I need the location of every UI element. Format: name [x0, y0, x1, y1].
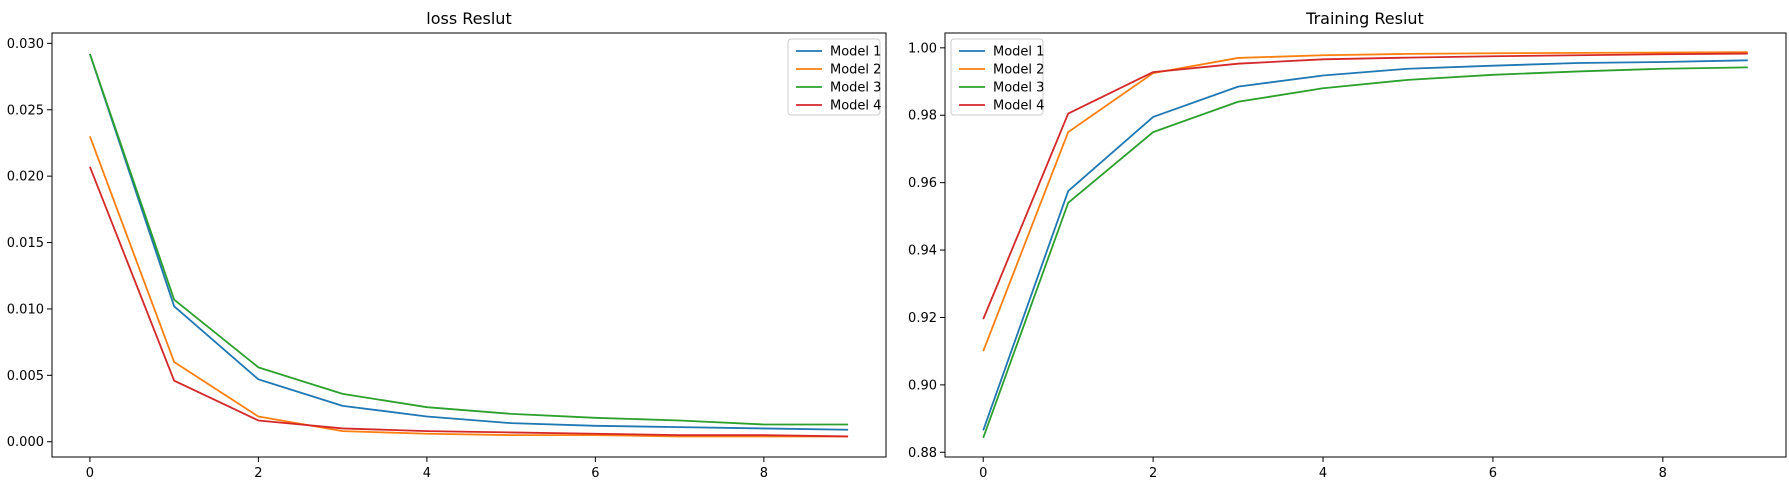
y-tick-label: 0.000 — [7, 435, 44, 450]
x-tick-label: 6 — [591, 466, 599, 481]
legend-label: Model 4 — [993, 99, 1044, 114]
legend-box — [787, 38, 881, 116]
y-tick-label: 0.98 — [908, 109, 937, 124]
x-axis: 0 2 4 6 8 — [86, 457, 768, 481]
x-axis: 0 2 4 6 8 — [979, 457, 1667, 481]
y-axis: 0.000 0.005 0.010 0.015 0.020 0.025 0.030 — [7, 37, 52, 450]
legend-label: Model 1 — [993, 45, 1044, 60]
legend-label: Model 2 — [993, 63, 1044, 78]
x-tick-label: 4 — [1319, 466, 1327, 481]
x-tick-label: 6 — [1489, 466, 1497, 481]
series-line-model-4 — [982, 52, 1748, 320]
series-line-model-1 — [89, 53, 849, 431]
legend-label: Model 2 — [830, 63, 881, 78]
legend-label: Model 1 — [830, 45, 881, 60]
series-line-model-2 — [982, 51, 1748, 352]
y-tick-label: 0.015 — [7, 236, 44, 251]
y-tick-label: 1.00 — [908, 41, 937, 56]
y-tick-label: 0.010 — [7, 302, 44, 317]
legend-box — [950, 38, 1044, 116]
x-tick-label: 8 — [1659, 466, 1667, 481]
legend-item: Model 4 — [959, 99, 1044, 114]
chart-title: Training Reslut — [1305, 9, 1424, 28]
x-tick-label: 4 — [423, 466, 431, 481]
y-tick-label: 0.030 — [7, 37, 44, 52]
legend-item: Model 1 — [959, 45, 1044, 60]
series-line-model-1 — [982, 59, 1748, 431]
series-line-model-3 — [982, 66, 1748, 439]
x-tick-label: 2 — [1149, 466, 1157, 481]
legend-item: Model 3 — [959, 81, 1044, 96]
y-tick-label: 0.96 — [908, 176, 937, 191]
legend-label: Model 3 — [830, 81, 881, 96]
y-tick-label: 0.88 — [908, 446, 937, 461]
x-tick-label: 2 — [254, 466, 262, 481]
y-tick-label: 0.025 — [7, 103, 44, 118]
plot-area — [944, 32, 1787, 458]
series-lines — [89, 53, 849, 438]
legend-item: Model 1 — [796, 45, 881, 60]
legend: Model 1 Model 2 Model 3 Model 4 — [787, 38, 881, 116]
plot-area — [51, 32, 887, 458]
series-line-model-2 — [89, 135, 849, 438]
series-line-model-3 — [89, 53, 849, 426]
legend-label: Model 3 — [993, 81, 1044, 96]
y-tick-label: 0.020 — [7, 170, 44, 185]
x-tick-label: 0 — [86, 466, 94, 481]
series-lines — [982, 51, 1748, 439]
y-tick-label: 0.94 — [908, 244, 937, 259]
series-line-model-4 — [89, 166, 849, 438]
legend: Model 1 Model 2 Model 3 Model 4 — [950, 38, 1044, 116]
legend-item: Model 3 — [796, 81, 881, 96]
chart-title: loss Reslut — [426, 9, 511, 28]
legend-item: Model 2 — [959, 63, 1044, 78]
legend-label: Model 4 — [830, 99, 881, 114]
y-tick-label: 0.005 — [7, 369, 44, 384]
legend-item: Model 2 — [796, 63, 881, 78]
y-tick-label: 0.92 — [908, 311, 937, 326]
x-tick-label: 8 — [760, 466, 768, 481]
x-tick-label: 0 — [979, 466, 987, 481]
y-tick-label: 0.90 — [908, 378, 937, 393]
legend-item: Model 4 — [796, 99, 881, 114]
y-axis: 0.88 0.90 0.92 0.94 0.96 0.98 1.00 — [908, 41, 945, 461]
